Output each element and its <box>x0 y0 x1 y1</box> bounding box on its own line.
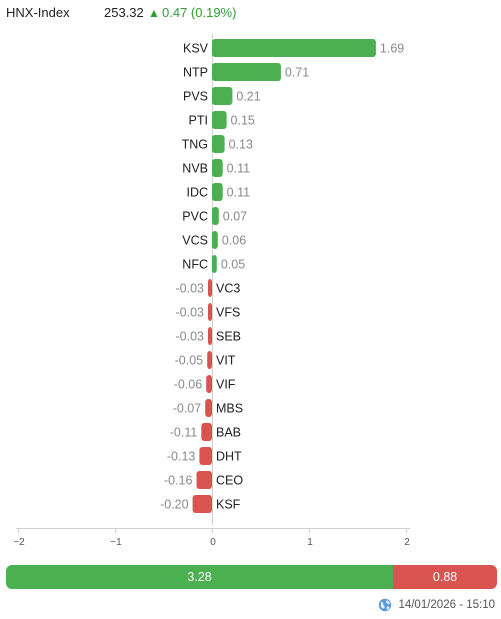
bar <box>201 423 212 441</box>
category-label: DHT <box>216 450 242 464</box>
value-label: 0.06 <box>222 234 246 248</box>
value-label: -0.05 <box>175 354 204 368</box>
category-label: SEB <box>216 330 241 344</box>
category-label: NFC <box>182 258 208 272</box>
contribution-bar-chart: KSV 1.69 NTP 0.71 PVS 0.21 PTI 0.15 TNG 0.13 NVB 0.… <box>13 34 410 548</box>
value-label: -0.20 <box>160 498 189 512</box>
category-label: PVS <box>183 90 208 104</box>
value-label: 0.07 <box>223 210 247 224</box>
bar <box>199 447 212 465</box>
bar <box>208 279 212 297</box>
x-tick-label: 2 <box>404 537 410 548</box>
category-label: VC3 <box>216 282 240 296</box>
category-label: NVB <box>182 162 208 176</box>
index-header: HNX-Index 253.32 ▲ 0.47 (0.19%) <box>6 4 236 22</box>
category-label: IDC <box>186 186 208 200</box>
value-label: -0.03 <box>176 306 205 320</box>
value-label: -0.06 <box>174 378 203 392</box>
x-tick-label: 0 <box>210 537 216 548</box>
x-tick-label: 1 <box>307 537 313 548</box>
value-label: -0.03 <box>176 282 205 296</box>
category-label: VIF <box>216 378 236 392</box>
category-label: TNG <box>182 138 208 152</box>
index-name: HNX-Index <box>6 5 70 20</box>
globe-icon <box>379 598 392 612</box>
category-label: VCS <box>182 234 208 248</box>
category-label: PTI <box>189 114 208 128</box>
bar <box>212 39 376 57</box>
update-timestamp: 14/01/2026 - 15:10 <box>378 598 495 612</box>
bar <box>212 135 225 153</box>
category-label: PVC <box>182 210 208 224</box>
value-label: 0.11 <box>227 162 250 176</box>
category-label: VFS <box>216 306 240 320</box>
summary-up-segment: 3.28 <box>6 565 394 589</box>
bar <box>196 471 212 489</box>
bar <box>208 327 212 345</box>
category-label: VIT <box>216 354 236 368</box>
index-change: 0.47 (0.19%) <box>162 5 237 20</box>
value-label: 0.15 <box>231 114 255 128</box>
value-label: -0.16 <box>164 474 193 488</box>
bar <box>212 231 218 249</box>
bar <box>212 183 223 201</box>
bar <box>212 255 217 273</box>
summary-down-segment: 0.88 <box>393 565 497 589</box>
value-label: 0.11 <box>227 186 250 200</box>
category-label: MBS <box>216 402 243 416</box>
bar <box>212 87 233 105</box>
value-label: -0.07 <box>173 402 202 416</box>
category-label: NTP <box>183 66 208 80</box>
breadth-summary-bar: 3.28 0.88 <box>6 565 497 589</box>
bar <box>212 111 227 129</box>
x-tick-label: −2 <box>13 537 25 548</box>
category-label: BAB <box>216 426 241 440</box>
bar <box>212 207 219 225</box>
bar <box>206 375 212 393</box>
value-label: 0.71 <box>285 66 309 80</box>
category-label: CEO <box>216 474 243 488</box>
bar <box>207 351 212 369</box>
category-label: KSV <box>183 42 209 56</box>
value-label: 0.21 <box>236 90 260 104</box>
bar <box>212 159 223 177</box>
value-label: -0.11 <box>170 426 198 440</box>
value-label: -0.03 <box>176 330 205 344</box>
value-label: 1.69 <box>380 42 404 56</box>
timestamp-text: 14/01/2026 - 15:10 <box>398 599 495 611</box>
bar <box>208 303 212 321</box>
category-label: KSF <box>216 498 241 512</box>
bar <box>212 63 281 81</box>
up-arrow-icon: ▲ <box>148 6 160 20</box>
value-label: 0.13 <box>229 138 253 152</box>
value-label: -0.13 <box>167 450 196 464</box>
bar <box>205 399 212 417</box>
index-value: 253.32 <box>104 5 144 20</box>
x-tick-label: −1 <box>110 537 122 548</box>
value-label: 0.05 <box>221 258 245 272</box>
bar <box>192 495 212 513</box>
